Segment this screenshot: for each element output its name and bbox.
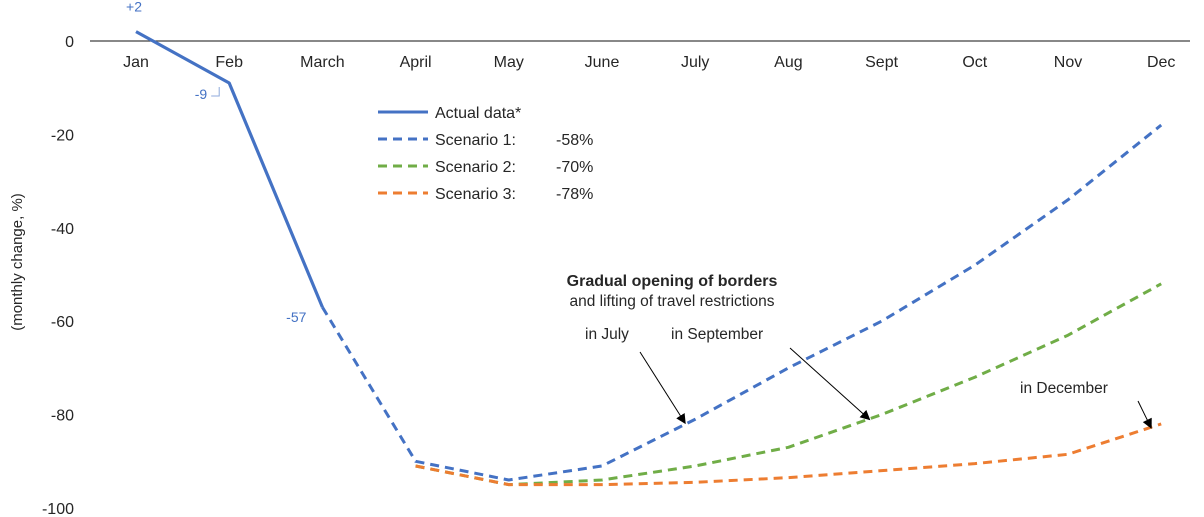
x-tick-label: Nov [1054,54,1082,71]
legend-value: -78% [556,186,593,203]
legend: Actual data* Scenario 1: -58% Scenario 2: -7… [378,105,593,203]
annotation-arrow-label: in December [1020,380,1108,397]
series-line-actual [135,30,324,308]
annotation-subtitle: and lifting of travel restrictions [569,293,774,310]
x-tick-label: Oct [962,54,987,71]
x-tick-label: Feb [215,54,243,71]
y-tick-label: 0 [65,34,74,51]
y-axis-label: (monthly change, %) [9,193,26,331]
y-tick-label: -80 [51,408,74,425]
data-label-leader [211,87,220,97]
data-label: +2 [126,0,142,15]
legend-value: -58% [556,132,593,149]
legend-label: Actual data* [435,105,521,122]
x-tick-label: June [585,54,620,71]
axes-layer: 0 -20 -40 -60 -80 -100 Jan Feb March April May June… [9,34,1190,517]
y-tick-label: -60 [51,314,74,331]
annotation: Gradual opening of borders and lifting of… [567,273,1152,429]
annotation-arrow-label: in July [585,326,629,343]
legend-label: Scenario 3: [435,186,516,203]
x-tick-label: March [300,54,344,71]
legend-value: -70% [556,159,593,176]
x-tick-label: Dec [1147,54,1175,71]
series-line-scenario-1 [321,123,1163,482]
y-tick-label: -40 [51,221,74,238]
annotation-title: Gradual opening of borders [567,273,778,290]
legend-label: Scenario 1: [435,132,516,149]
x-tick-label: Jan [123,54,149,71]
series-line-scenario-3 [415,422,1162,487]
x-tick-label: Aug [774,54,802,71]
x-tick-label: May [494,54,524,71]
y-tick-label: -100 [42,501,74,517]
data-label: -57 [286,309,306,325]
series-layer [135,30,1163,487]
annotation-arrow [789,347,871,421]
y-tick-label: -20 [51,127,74,144]
annotation-arrow [639,351,686,425]
x-tick-label: Sept [865,54,898,71]
data-labels-layer: +2 -9 -57 [126,0,307,325]
series-line-scenario-2 [415,282,1162,487]
legend-label: Scenario 2: [435,159,516,176]
annotation-arrow [1137,400,1152,429]
x-tick-label: July [681,54,709,71]
annotation-arrow-label: in September [671,326,763,343]
x-tick-label: April [400,54,432,71]
data-label: -9 [195,86,208,102]
